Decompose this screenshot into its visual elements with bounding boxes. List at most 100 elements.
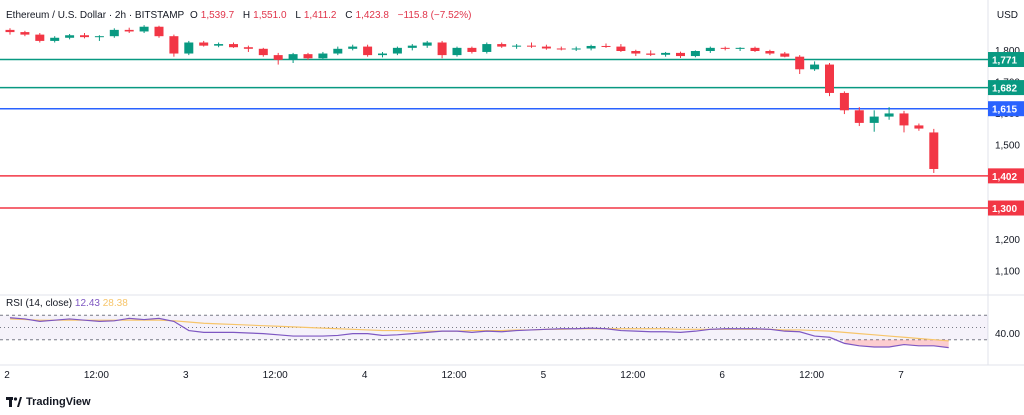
candle-body bbox=[50, 37, 60, 41]
candle-body bbox=[735, 47, 745, 49]
candle-body bbox=[169, 36, 179, 54]
x-tick-label: 12:00 bbox=[620, 370, 645, 381]
candle-body bbox=[705, 47, 715, 52]
high-value: H 1,551.0 bbox=[242, 10, 287, 21]
candle-body bbox=[690, 51, 700, 57]
candle-body bbox=[512, 45, 522, 47]
candle-body bbox=[318, 53, 328, 59]
rsi-header: RSI (14, close) 12.43 28.38 bbox=[6, 298, 128, 309]
candle-body bbox=[124, 29, 134, 32]
level-label: 1,771 bbox=[992, 56, 1017, 67]
rsi-value: 12.43 bbox=[74, 298, 100, 309]
level-label: 1,682 bbox=[992, 84, 1017, 95]
y-tick-label: 1,100 bbox=[995, 267, 1020, 278]
candle-body bbox=[94, 36, 104, 38]
candle-body bbox=[914, 125, 924, 129]
candle-body bbox=[571, 48, 581, 50]
x-tick-label: 12:00 bbox=[84, 370, 109, 381]
close-value: C 1,423.8 bbox=[345, 10, 389, 21]
candle-body bbox=[497, 44, 507, 47]
candle-body bbox=[154, 26, 164, 37]
candle-body bbox=[363, 46, 373, 56]
candle-body bbox=[199, 42, 209, 46]
candle-body bbox=[392, 47, 402, 54]
candle-body bbox=[795, 56, 805, 70]
candle-body bbox=[646, 53, 656, 55]
candle-body bbox=[258, 48, 268, 56]
level-badge bbox=[988, 52, 1024, 68]
rsi-label: RSI (14, close) bbox=[6, 298, 73, 309]
open-value: O 1,539.7 bbox=[189, 10, 235, 21]
candle-body bbox=[482, 44, 492, 52]
change-value: −115.8 (−7.52%) bbox=[397, 10, 472, 21]
y-tick-label: 1,800 bbox=[995, 46, 1020, 57]
candle-body bbox=[825, 64, 834, 93]
candle-body bbox=[109, 29, 119, 37]
y-tick-label: 1,500 bbox=[995, 140, 1020, 151]
candle-body bbox=[80, 35, 89, 38]
x-tick-label: 12:00 bbox=[263, 370, 288, 381]
candle-body bbox=[35, 34, 45, 41]
candle-body bbox=[467, 47, 477, 52]
x-tick-label: 2 bbox=[4, 370, 10, 381]
brand-name: TradingView bbox=[26, 396, 91, 408]
candle-body bbox=[288, 54, 298, 60]
candle-body bbox=[601, 45, 611, 47]
level-label: 1,300 bbox=[992, 204, 1017, 215]
x-tick-label: 5 bbox=[541, 370, 547, 381]
candle-body bbox=[556, 48, 566, 50]
candle-body bbox=[616, 46, 626, 52]
candle-body bbox=[541, 46, 551, 49]
x-tick-label: 12:00 bbox=[441, 370, 466, 381]
x-tick-label: 4 bbox=[362, 370, 368, 381]
rsi-ma-value: 28.38 bbox=[102, 298, 128, 309]
level-badge bbox=[988, 200, 1024, 216]
candle-body bbox=[303, 54, 313, 59]
candle-body bbox=[378, 53, 387, 56]
candle-body bbox=[661, 52, 671, 55]
candle-body bbox=[65, 35, 75, 38]
candle-body bbox=[139, 26, 149, 32]
candle-body bbox=[750, 47, 760, 52]
currency-label[interactable]: USD bbox=[996, 10, 1018, 21]
candle-body bbox=[348, 46, 358, 49]
candle-body bbox=[869, 116, 879, 123]
candle-body bbox=[765, 51, 775, 54]
candle-body bbox=[214, 44, 224, 46]
candle-body bbox=[527, 45, 536, 47]
candle-body bbox=[437, 42, 447, 56]
candle-body bbox=[720, 47, 730, 49]
candle-body bbox=[810, 64, 820, 70]
candle-body bbox=[243, 47, 253, 49]
candle-body bbox=[586, 45, 596, 49]
rsi-tick-label: 40.00 bbox=[995, 329, 1020, 340]
level-badge bbox=[988, 168, 1024, 184]
candle-body bbox=[839, 92, 849, 111]
symbol-title: Ethereum / U.S. Dollar · 2h · BITSTAMP bbox=[6, 10, 185, 21]
low-value: L 1,411.2 bbox=[295, 10, 337, 21]
tradingview-logo[interactable]: TradingView bbox=[6, 396, 91, 408]
tradingview-icon bbox=[6, 397, 22, 407]
x-tick-label: 7 bbox=[898, 370, 904, 381]
x-tick-label: 3 bbox=[183, 370, 189, 381]
y-tick-label: 1,200 bbox=[995, 235, 1020, 246]
level-badge bbox=[988, 80, 1024, 96]
candle-body bbox=[20, 32, 30, 35]
level-label: 1,402 bbox=[992, 172, 1017, 183]
level-badge bbox=[988, 101, 1024, 117]
candle-body bbox=[854, 110, 864, 123]
candle-body bbox=[333, 48, 343, 54]
candle-body bbox=[229, 44, 238, 48]
candle-body bbox=[884, 113, 894, 117]
candle-body bbox=[422, 42, 432, 46]
x-tick-label: 6 bbox=[719, 370, 725, 381]
candle-body bbox=[184, 42, 194, 54]
candle-body bbox=[676, 52, 685, 57]
rsi-line bbox=[9, 317, 949, 349]
x-tick-label: 12:00 bbox=[799, 370, 824, 381]
candle-body bbox=[452, 47, 462, 56]
candle-body bbox=[780, 53, 790, 57]
chart-header: Ethereum / U.S. Dollar · 2h · BITSTAMP O… bbox=[6, 10, 474, 21]
candle-body bbox=[273, 55, 283, 60]
